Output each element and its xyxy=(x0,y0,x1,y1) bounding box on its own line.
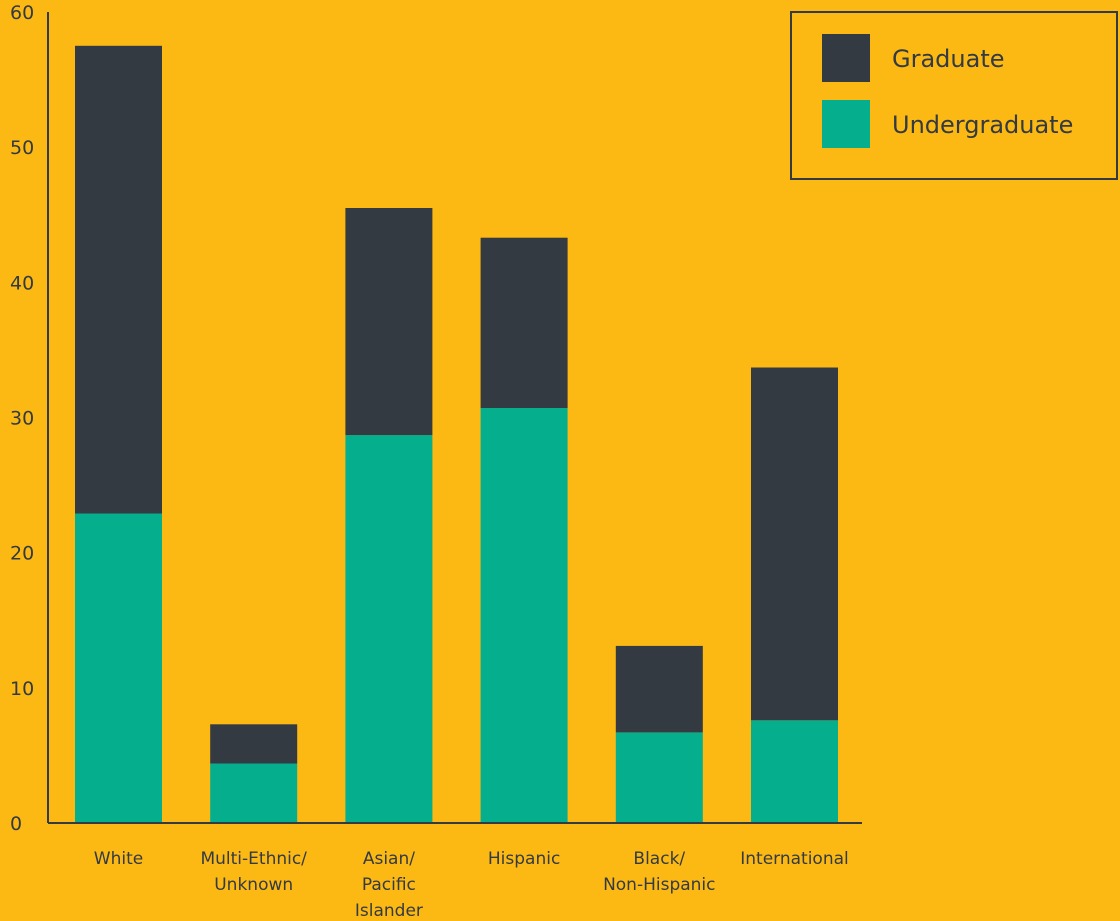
y-tick-label: 60 xyxy=(10,2,34,24)
x-tick-label: Black/Non-Hispanic xyxy=(603,849,715,895)
bar-undergraduate xyxy=(210,763,298,823)
legend-swatch-undergraduate xyxy=(822,100,870,148)
bar-undergraduate xyxy=(615,732,703,823)
bar-undergraduate xyxy=(75,513,162,823)
bar-graduate xyxy=(751,367,838,721)
bar-undergraduate xyxy=(345,435,433,823)
x-tick-label: Hispanic xyxy=(488,849,560,869)
bar-graduate xyxy=(210,724,298,764)
y-tick-label: 50 xyxy=(10,137,34,159)
x-tick-label: International xyxy=(740,849,849,869)
x-axis-tick-labels: White Multi-Ethnic/Unknown Asian/Pacific Is… xyxy=(94,849,849,921)
legend-swatch-graduate xyxy=(822,34,870,82)
y-tick-label: 40 xyxy=(10,272,34,294)
bar-graduate xyxy=(615,645,703,733)
bars-layer xyxy=(75,45,838,823)
y-axis-tick-labels: 0 10 20 30 40 50 60 xyxy=(10,2,34,835)
y-tick-label: 0 xyxy=(10,813,22,835)
y-tick-label: 20 xyxy=(10,543,34,565)
legend-label-graduate: Graduate xyxy=(892,45,1005,73)
y-tick-label: 10 xyxy=(10,678,34,700)
bar-undergraduate xyxy=(751,720,838,823)
x-tick-label: Multi-Ethnic/Unknown xyxy=(200,849,307,895)
y-tick-label: 30 xyxy=(10,408,34,430)
bar-graduate xyxy=(345,208,433,436)
bar-graduate xyxy=(480,237,568,408)
x-tick-label: Asian/Pacific Islander xyxy=(355,849,423,921)
x-tick-label: White xyxy=(94,849,143,869)
legend-box xyxy=(790,11,1118,180)
bar-undergraduate xyxy=(480,408,568,823)
legend: Graduate Undergraduate xyxy=(790,11,1118,180)
legend-label-undergraduate: Undergraduate xyxy=(892,111,1073,139)
bar-graduate xyxy=(75,45,162,514)
